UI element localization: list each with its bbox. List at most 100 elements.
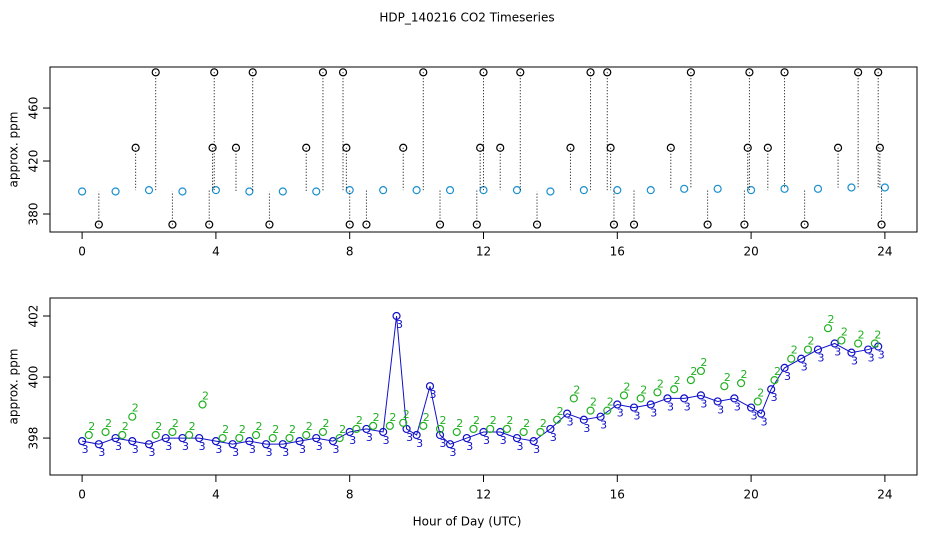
point	[362, 220, 371, 229]
point-marker: 3	[516, 440, 523, 453]
point	[566, 143, 575, 152]
point	[245, 187, 254, 196]
point	[763, 143, 772, 152]
point	[696, 366, 706, 376]
point	[338, 68, 348, 77]
point	[318, 427, 328, 437]
point	[823, 324, 833, 333]
point	[218, 433, 227, 443]
point-marker: 2	[858, 328, 865, 341]
point	[101, 427, 110, 437]
point-marker: 2	[757, 386, 764, 399]
point	[345, 427, 354, 437]
point-marker: 2	[373, 411, 380, 424]
point-marker: 3	[834, 345, 841, 358]
point	[379, 186, 388, 195]
point-marker: 2	[774, 365, 781, 378]
point-marker: 2	[506, 414, 513, 427]
y-axis-label: approx. ppm	[7, 112, 21, 188]
point	[399, 143, 408, 152]
point-marker: 2	[623, 380, 630, 393]
x-tick-label: 12	[476, 488, 491, 502]
point	[875, 143, 884, 152]
point-marker: 3	[500, 434, 507, 447]
point-marker: 2	[289, 423, 296, 436]
point	[803, 345, 813, 354]
x-tick-label: 8	[346, 245, 354, 259]
point	[445, 186, 455, 195]
x-tick-label: 4	[212, 488, 220, 502]
point	[696, 391, 706, 400]
point-marker: 3	[717, 403, 724, 416]
point-marker: 3	[416, 437, 423, 450]
point	[830, 339, 839, 348]
point-marker: 3	[617, 407, 624, 420]
point-marker: 2	[874, 328, 881, 341]
point-marker: 2	[202, 390, 209, 403]
point	[472, 220, 481, 229]
point	[151, 430, 160, 440]
point	[178, 187, 187, 196]
point	[419, 68, 428, 77]
point	[603, 68, 612, 77]
point	[713, 397, 722, 406]
point-marker: 2	[403, 408, 410, 421]
x-axis-label: Hour of Day (UTC)	[413, 515, 522, 529]
point	[178, 433, 187, 443]
point	[563, 409, 572, 418]
point	[435, 220, 445, 229]
point	[412, 186, 421, 195]
point	[198, 400, 207, 409]
point	[445, 440, 455, 449]
point	[780, 68, 789, 77]
y-tick-label: 420	[27, 150, 41, 173]
point	[686, 375, 695, 385]
point	[211, 437, 221, 446]
point	[800, 220, 809, 229]
point	[653, 388, 662, 397]
y-tick-label: 398	[27, 427, 41, 450]
point	[335, 433, 344, 443]
point	[753, 397, 762, 406]
point-marker: 2	[473, 414, 480, 427]
point	[168, 427, 177, 437]
point	[268, 433, 277, 443]
point	[730, 394, 739, 403]
point	[606, 143, 615, 152]
point-marker: 3	[115, 440, 122, 453]
point-marker: 2	[356, 414, 363, 427]
point-marker: 3	[650, 407, 657, 420]
point	[128, 437, 137, 446]
point-marker: 3	[801, 361, 808, 374]
point	[352, 424, 361, 434]
point	[663, 394, 672, 403]
point-marker: 2	[222, 423, 229, 436]
point	[546, 187, 555, 196]
point	[419, 421, 428, 430]
point-marker: 2	[741, 368, 748, 381]
point-marker: 3	[771, 391, 778, 404]
point-marker: 2	[256, 420, 263, 433]
point	[245, 437, 254, 446]
series-line	[82, 315, 879, 445]
y-tick-label: 402	[27, 305, 41, 328]
x-tick-label: 8	[346, 488, 354, 502]
point	[619, 391, 629, 400]
point	[813, 345, 823, 354]
point	[603, 406, 612, 415]
x-tick-label: 24	[877, 245, 892, 259]
point	[208, 143, 217, 152]
point-marker: 2	[607, 396, 614, 409]
point	[854, 68, 863, 77]
point-marker: 3	[366, 431, 373, 444]
point-marker: 2	[339, 423, 346, 436]
y-tick-label: 460	[27, 97, 41, 120]
y-tick-label: 400	[27, 366, 41, 389]
point	[210, 68, 219, 77]
point	[780, 184, 789, 193]
point	[536, 427, 545, 437]
point-marker: 3	[851, 355, 858, 368]
point-marker: 2	[674, 374, 681, 387]
point-marker: 2	[239, 423, 246, 436]
y-axis-label: approx. ppm	[7, 349, 21, 425]
